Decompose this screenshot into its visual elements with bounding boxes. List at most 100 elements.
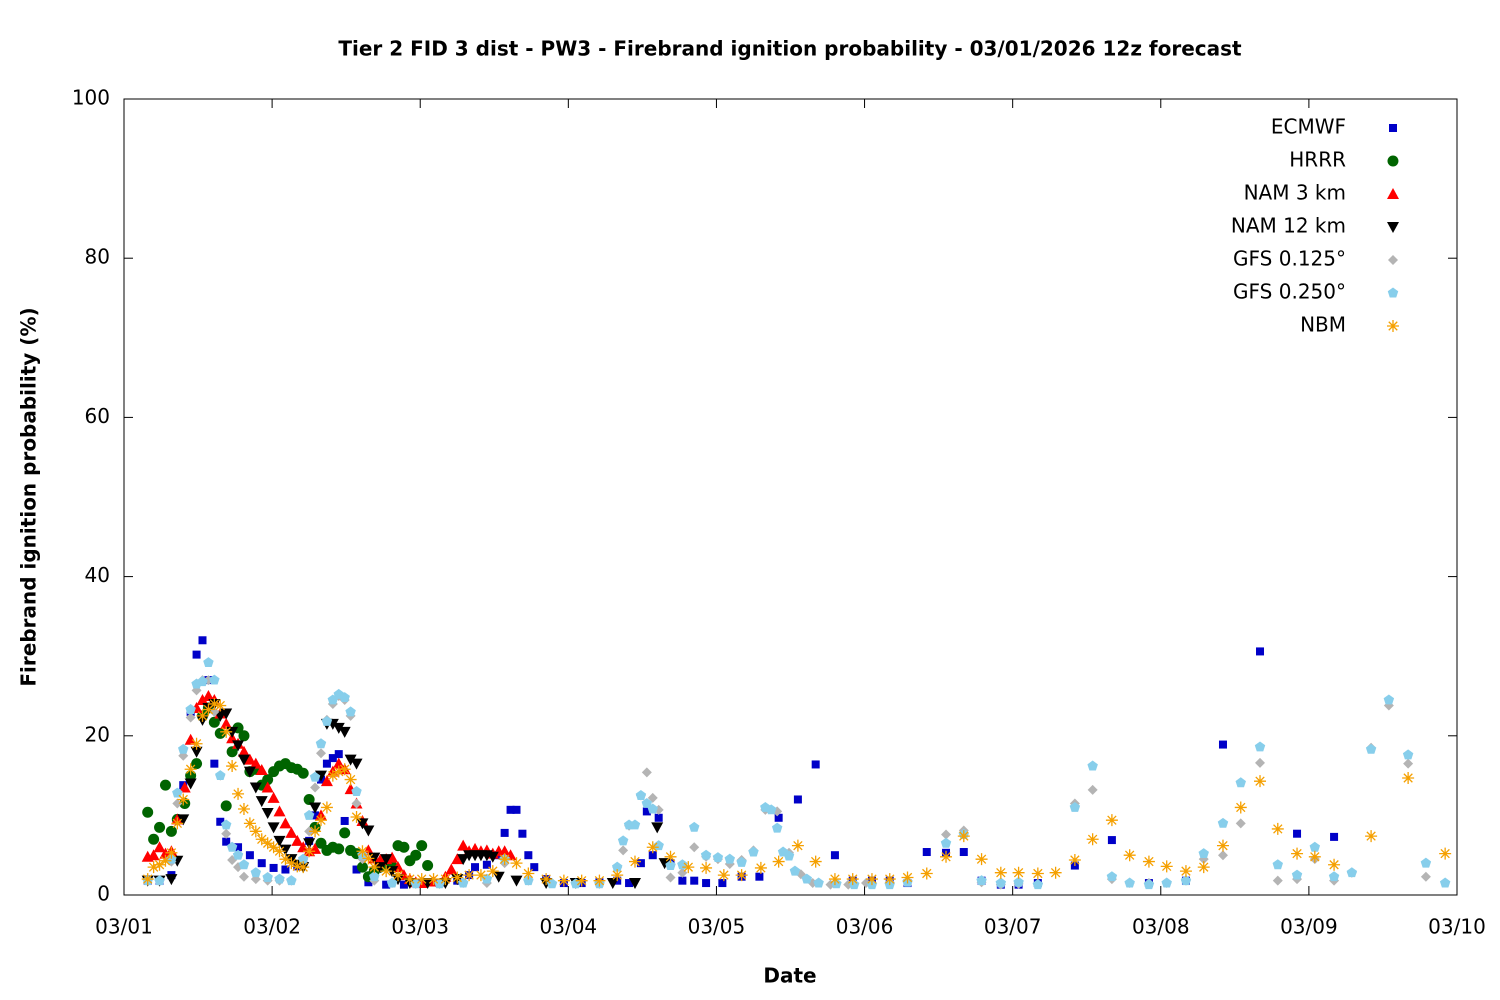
point: [641, 767, 652, 778]
point: [226, 746, 238, 758]
point: [273, 805, 286, 817]
point: [386, 877, 398, 888]
point: [809, 855, 822, 868]
point: [350, 810, 363, 823]
point: [678, 876, 687, 885]
point: [403, 873, 416, 886]
point: [635, 790, 647, 800]
point: [665, 860, 676, 870]
point: [237, 754, 250, 766]
point: [147, 849, 160, 861]
point: [178, 781, 191, 793]
point: [846, 873, 859, 886]
point: [410, 849, 422, 861]
point: [524, 851, 533, 860]
point: [1217, 817, 1229, 828]
point: [1198, 848, 1209, 859]
point: [1179, 865, 1192, 878]
point: [237, 745, 250, 757]
point: [159, 854, 172, 867]
point: [1049, 866, 1062, 879]
point: [356, 845, 369, 858]
point: [941, 829, 952, 840]
point: [243, 766, 256, 778]
point: [463, 869, 476, 882]
point: [249, 825, 262, 838]
point: [340, 816, 349, 825]
point: [285, 857, 298, 870]
point: [1439, 847, 1452, 860]
point: [262, 774, 274, 786]
point: [439, 873, 452, 886]
point: [386, 851, 399, 863]
point: [153, 858, 166, 871]
point: [682, 861, 695, 874]
point: [1293, 829, 1302, 838]
point: [593, 874, 606, 887]
point: [1328, 871, 1340, 882]
point: [364, 878, 373, 887]
point: [203, 657, 214, 668]
point: [1105, 814, 1118, 827]
point: [184, 763, 197, 776]
point: [1291, 869, 1303, 880]
legend-label: GFS 0.125°: [1233, 247, 1346, 271]
point: [771, 822, 783, 833]
point: [1402, 771, 1415, 784]
x-tick-label: 03/05: [688, 915, 746, 939]
point: [510, 857, 523, 870]
point: [700, 861, 713, 874]
point: [172, 798, 183, 809]
point: [482, 860, 491, 869]
point: [238, 730, 250, 742]
point: [255, 833, 268, 846]
point: [1235, 777, 1246, 788]
point: [210, 759, 219, 768]
point: [1383, 694, 1395, 705]
x-axis-label: Date: [763, 964, 816, 988]
point: [636, 859, 645, 868]
point: [165, 825, 177, 837]
point: [220, 800, 232, 812]
point: [177, 814, 190, 826]
x-tick-label: 03/02: [243, 915, 301, 939]
point: [811, 760, 820, 769]
point: [1402, 749, 1414, 760]
point: [1420, 871, 1431, 882]
point: [368, 861, 381, 874]
point: [226, 760, 239, 773]
point: [481, 873, 493, 884]
point: [1106, 871, 1118, 882]
point: [1272, 875, 1283, 886]
point: [232, 740, 245, 752]
point: [546, 878, 558, 889]
point: [274, 873, 285, 884]
point: [351, 798, 362, 809]
point: [1420, 857, 1432, 868]
point: [471, 863, 480, 872]
legend-marker: [1387, 320, 1399, 332]
point: [291, 834, 304, 846]
point: [311, 811, 320, 820]
point: [901, 871, 914, 884]
point: [232, 849, 244, 860]
point: [321, 715, 333, 726]
point: [994, 866, 1007, 879]
point: [303, 809, 315, 820]
point: [297, 767, 309, 779]
point: [314, 770, 327, 782]
point: [1330, 832, 1339, 841]
point: [255, 796, 268, 808]
point: [922, 848, 931, 857]
point: [575, 874, 588, 887]
point: [865, 873, 878, 886]
point: [309, 802, 322, 814]
point: [297, 861, 310, 874]
point: [269, 863, 278, 872]
point: [1365, 830, 1378, 843]
point: [315, 748, 326, 759]
chart-title: Tier 2 FID 3 dist - PW3 - Firebrand igni…: [338, 37, 1242, 61]
point: [718, 879, 727, 888]
point: [344, 773, 357, 786]
